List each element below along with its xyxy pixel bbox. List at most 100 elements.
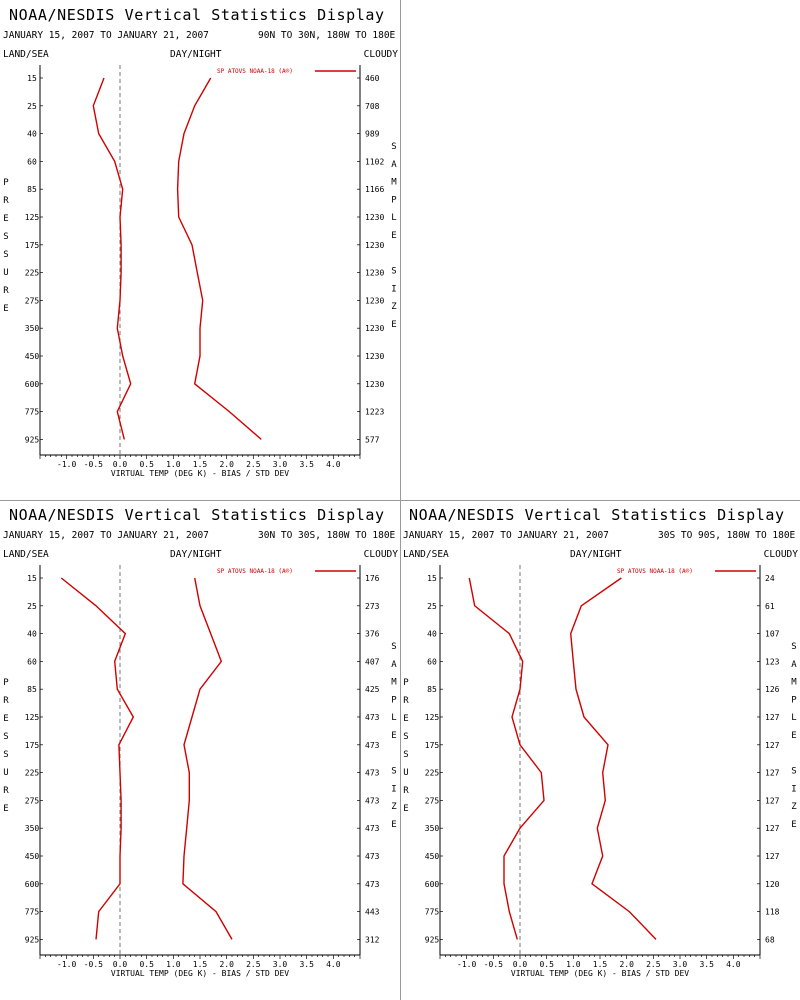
sample-size-label: 1230 — [365, 380, 384, 389]
pressure-level-label: 15 — [427, 574, 437, 583]
legend-label: SP ATOVS NOAA-18 (A®) — [617, 568, 693, 575]
region-label: 30S TO 90S, 180W TO 180E — [658, 530, 796, 541]
pressure-level-label: 350 — [425, 824, 440, 833]
pressure-level-label: 275 — [425, 796, 440, 805]
pressure-level-label: 25 — [27, 102, 37, 111]
sample-size-label: 1102 — [365, 157, 384, 166]
date-range: JANUARY 15, 2007 TO JANUARY 21, 2007 — [403, 530, 609, 541]
pressure-axis-letter: E — [3, 304, 8, 314]
cloudy-label: CLOUDY — [364, 549, 399, 560]
sample-size-label: 1230 — [365, 269, 384, 278]
pressure-level-label: 925 — [25, 935, 40, 944]
sample-size-axis-letter: M — [391, 678, 397, 688]
x-tick-label: -1.0 — [57, 460, 76, 469]
sample-size-axis-letter: E — [391, 731, 396, 741]
chart-panel-tropics: NOAA/NESDIS Vertical Statistics Display J… — [0, 500, 400, 1000]
pressure-axis-letter: E — [3, 804, 8, 814]
sample-size-label: 708 — [365, 102, 380, 111]
pressure-level-label: 60 — [27, 657, 37, 666]
x-tick-label: 1.5 — [193, 960, 208, 969]
x-tick-label: 1.5 — [593, 960, 608, 969]
pressure-level-label: 40 — [27, 630, 37, 639]
sample-size-axis-letter: E — [791, 731, 796, 741]
sample-size-label: 473 — [365, 880, 380, 889]
pressure-axis-letter: U — [3, 768, 8, 778]
x-tick-label: 0.0 — [113, 960, 128, 969]
sample-size-label: 473 — [365, 769, 380, 778]
pressure-axis-letter: U — [403, 768, 408, 778]
sample-size-label: 1230 — [365, 352, 384, 361]
pressure-level-label: 350 — [25, 824, 40, 833]
x-tick-label: 2.0 — [219, 960, 234, 969]
pressure-axis-letter: P — [3, 678, 9, 688]
x-tick-label: -0.5 — [484, 960, 503, 969]
day-night-label: DAY/NIGHT — [170, 49, 222, 60]
pressure-level-label: 450 — [425, 852, 440, 861]
x-tick-label: 2.5 — [246, 460, 261, 469]
pressure-axis-letter: S — [403, 750, 408, 760]
pressure-level-label: 25 — [27, 602, 37, 611]
pressure-level-label: 600 — [25, 380, 40, 389]
pressure-axis-letter: E — [403, 804, 408, 814]
sample-size-label: 473 — [365, 852, 380, 861]
sample-size-label: 118 — [765, 908, 780, 917]
sample-size-axis-letter: S — [791, 642, 796, 652]
sample-size-label: 1223 — [365, 408, 384, 417]
sample-size-label: 1230 — [365, 296, 384, 305]
x-tick-label: 3.5 — [699, 960, 714, 969]
pressure-level-label: 85 — [427, 685, 437, 694]
pressure-axis-letter: R — [3, 196, 9, 206]
sample-size-axis-letter: L — [391, 213, 396, 223]
sample-size-axis-letter: M — [791, 678, 797, 688]
cloudy-label: CLOUDY — [364, 49, 399, 60]
pressure-level-label: 60 — [27, 157, 37, 166]
sample-size-label: 1230 — [365, 213, 384, 222]
pressure-level-label: 450 — [25, 352, 40, 361]
pressure-level-label: 775 — [25, 408, 40, 417]
pressure-level-label: 15 — [27, 574, 37, 583]
sample-size-axis-letter: E — [391, 231, 396, 241]
sample-size-axis-letter: I — [791, 784, 796, 794]
land-sea-label: LAND/SEA — [3, 549, 49, 560]
pressure-level-label: 275 — [25, 796, 40, 805]
pressure-axis-letter: S — [3, 750, 8, 760]
sample-size-label: 460 — [365, 74, 380, 83]
sample-size-label: 273 — [365, 602, 380, 611]
sample-size-axis-letter: S — [391, 267, 396, 277]
horizontal-divider — [0, 500, 800, 501]
pressure-level-label: 40 — [27, 130, 37, 139]
sample-size-axis-letter: L — [791, 713, 796, 723]
chart-title: NOAA/NESDIS Vertical Statistics Display — [409, 506, 785, 524]
pressure-level-label: 15 — [27, 74, 37, 83]
sample-size-axis-letter: E — [791, 820, 796, 830]
sample-size-label: 176 — [365, 574, 380, 583]
x-tick-label: 3.0 — [273, 960, 288, 969]
land-sea-label: LAND/SEA — [3, 49, 49, 60]
x-tick-label: 2.5 — [246, 960, 261, 969]
pressure-axis-letter: P — [3, 178, 9, 188]
sample-size-axis-letter: E — [391, 320, 396, 330]
sample-size-axis-letter: S — [391, 142, 396, 152]
sample-size-label: 312 — [365, 935, 380, 944]
x-tick-label: 3.0 — [273, 460, 288, 469]
pressure-level-label: 925 — [25, 435, 40, 444]
x-tick-label: 0.5 — [139, 460, 154, 469]
x-tick-label: -1.0 — [457, 960, 476, 969]
sample-size-axis-letter: I — [391, 284, 396, 294]
pressure-level-label: 125 — [425, 713, 440, 722]
land-sea-label: LAND/SEA — [403, 549, 449, 560]
pressure-level-label: 125 — [25, 713, 40, 722]
series-line-std-dev — [182, 577, 233, 940]
sample-size-label: 1230 — [365, 241, 384, 250]
sample-size-label: 120 — [765, 880, 780, 889]
series-line-std-dev — [569, 577, 657, 940]
day-night-label: DAY/NIGHT — [570, 549, 622, 560]
chart-title: NOAA/NESDIS Vertical Statistics Display — [9, 6, 385, 24]
chart-svg: NOAA/NESDIS Vertical Statistics Display J… — [3, 506, 399, 978]
x-tick-label: 3.5 — [299, 960, 314, 969]
sample-size-label: 127 — [765, 713, 780, 722]
pressure-level-label: 25 — [427, 602, 437, 611]
cloudy-label: CLOUDY — [764, 549, 799, 560]
sample-size-axis-letter: S — [391, 767, 396, 777]
x-tick-label: 4.0 — [326, 460, 341, 469]
